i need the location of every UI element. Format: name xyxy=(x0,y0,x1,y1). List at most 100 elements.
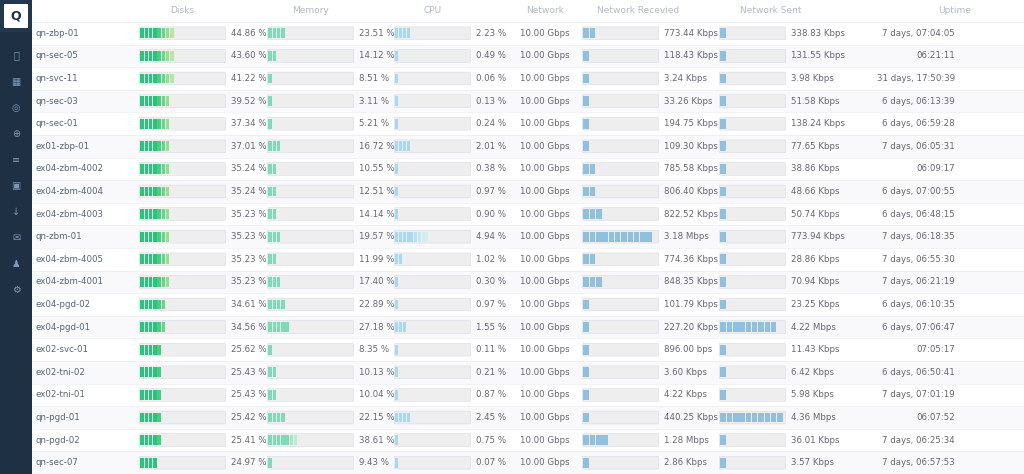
Text: qn-zbm-01: qn-zbm-01 xyxy=(36,232,83,241)
Text: 10.00 Gbps: 10.00 Gbps xyxy=(520,74,569,83)
Bar xyxy=(418,232,421,242)
Text: ex01-zbp-01: ex01-zbp-01 xyxy=(36,142,90,151)
Bar xyxy=(272,300,276,310)
Bar xyxy=(148,367,153,377)
Bar xyxy=(272,164,276,174)
Text: ⌕: ⌕ xyxy=(13,50,18,60)
FancyBboxPatch shape xyxy=(139,253,225,265)
Bar xyxy=(162,119,165,128)
FancyBboxPatch shape xyxy=(583,49,658,62)
Bar xyxy=(162,73,165,83)
Text: 28.86 Kbps: 28.86 Kbps xyxy=(791,255,840,264)
FancyBboxPatch shape xyxy=(139,389,225,401)
Bar xyxy=(272,367,276,377)
FancyBboxPatch shape xyxy=(720,230,785,243)
FancyBboxPatch shape xyxy=(583,411,658,424)
Bar xyxy=(154,435,157,445)
Bar xyxy=(721,413,726,422)
Text: 10.00 Gbps: 10.00 Gbps xyxy=(520,413,569,422)
Bar xyxy=(721,345,726,355)
Text: ▦: ▦ xyxy=(11,77,20,87)
Text: ◎: ◎ xyxy=(11,103,20,113)
Text: 3.98 Kbps: 3.98 Kbps xyxy=(791,74,834,83)
Bar xyxy=(140,277,143,287)
Bar xyxy=(166,255,169,264)
Bar xyxy=(268,277,271,287)
FancyBboxPatch shape xyxy=(720,140,785,153)
Bar xyxy=(395,435,398,445)
Text: 7 days, 06:57:53: 7 days, 06:57:53 xyxy=(883,458,955,467)
Text: 25.43 %: 25.43 % xyxy=(231,391,266,400)
Bar xyxy=(162,28,165,38)
Bar xyxy=(144,96,148,106)
Bar xyxy=(140,367,143,377)
Text: 806.40 Kbps: 806.40 Kbps xyxy=(664,187,718,196)
Text: qn-sec-07: qn-sec-07 xyxy=(36,458,79,467)
FancyBboxPatch shape xyxy=(720,118,785,130)
Text: 35.23 %: 35.23 % xyxy=(231,255,266,264)
Bar xyxy=(158,141,161,151)
Text: 10.04 %: 10.04 % xyxy=(359,391,394,400)
Bar xyxy=(32,248,1024,271)
FancyBboxPatch shape xyxy=(394,298,470,311)
Bar xyxy=(32,226,1024,248)
Bar xyxy=(602,435,608,445)
Text: 11.43 Kbps: 11.43 Kbps xyxy=(791,345,840,354)
Bar xyxy=(590,209,595,219)
Bar xyxy=(622,232,627,242)
Bar xyxy=(32,112,1024,135)
Text: 3.57 Kbps: 3.57 Kbps xyxy=(791,458,834,467)
FancyBboxPatch shape xyxy=(267,411,353,424)
Text: 2.45 %: 2.45 % xyxy=(476,413,506,422)
Text: Q: Q xyxy=(10,9,22,22)
Bar xyxy=(154,458,157,467)
FancyBboxPatch shape xyxy=(583,163,658,175)
Bar xyxy=(158,209,161,219)
Text: Network Recevied: Network Recevied xyxy=(597,6,680,15)
Bar xyxy=(276,277,281,287)
Bar xyxy=(144,458,148,467)
Text: 5.21 %: 5.21 % xyxy=(359,119,389,128)
FancyBboxPatch shape xyxy=(139,49,225,62)
Bar xyxy=(395,164,398,174)
Bar xyxy=(276,232,281,242)
Bar xyxy=(402,232,406,242)
Text: 06:21:11: 06:21:11 xyxy=(916,51,955,60)
Bar xyxy=(154,119,157,128)
Bar xyxy=(32,90,1024,112)
Bar xyxy=(166,51,169,61)
Bar xyxy=(268,51,271,61)
Text: qn-sec-03: qn-sec-03 xyxy=(36,97,79,106)
Text: 11.99 %: 11.99 % xyxy=(359,255,394,264)
Bar xyxy=(158,277,161,287)
Bar xyxy=(32,45,1024,67)
Bar xyxy=(32,67,1024,90)
Bar xyxy=(584,187,589,196)
Text: 774.36 Kbps: 774.36 Kbps xyxy=(664,255,718,264)
Bar xyxy=(148,187,153,196)
Bar xyxy=(166,209,169,219)
Text: 7 days, 07:04:05: 7 days, 07:04:05 xyxy=(883,29,955,38)
Text: 10.00 Gbps: 10.00 Gbps xyxy=(520,391,569,400)
FancyBboxPatch shape xyxy=(583,343,658,356)
FancyBboxPatch shape xyxy=(720,163,785,175)
FancyBboxPatch shape xyxy=(394,72,470,85)
Bar xyxy=(399,232,402,242)
Bar xyxy=(140,141,143,151)
Bar xyxy=(154,232,157,242)
Bar xyxy=(395,300,398,310)
Text: 10.00 Gbps: 10.00 Gbps xyxy=(520,255,569,264)
Bar xyxy=(721,255,726,264)
Text: 77.65 Kbps: 77.65 Kbps xyxy=(791,142,840,151)
Bar xyxy=(158,255,161,264)
Text: 0.49 %: 0.49 % xyxy=(476,51,506,60)
Text: qn-pgd-01: qn-pgd-01 xyxy=(36,413,81,422)
Bar xyxy=(148,322,153,332)
FancyBboxPatch shape xyxy=(720,434,785,447)
Text: 822.52 Kbps: 822.52 Kbps xyxy=(664,210,718,219)
Text: 19.57 %: 19.57 % xyxy=(359,232,394,241)
Bar xyxy=(148,458,153,467)
Bar xyxy=(584,255,589,264)
FancyBboxPatch shape xyxy=(139,72,225,85)
Text: 25.41 %: 25.41 % xyxy=(231,436,266,445)
